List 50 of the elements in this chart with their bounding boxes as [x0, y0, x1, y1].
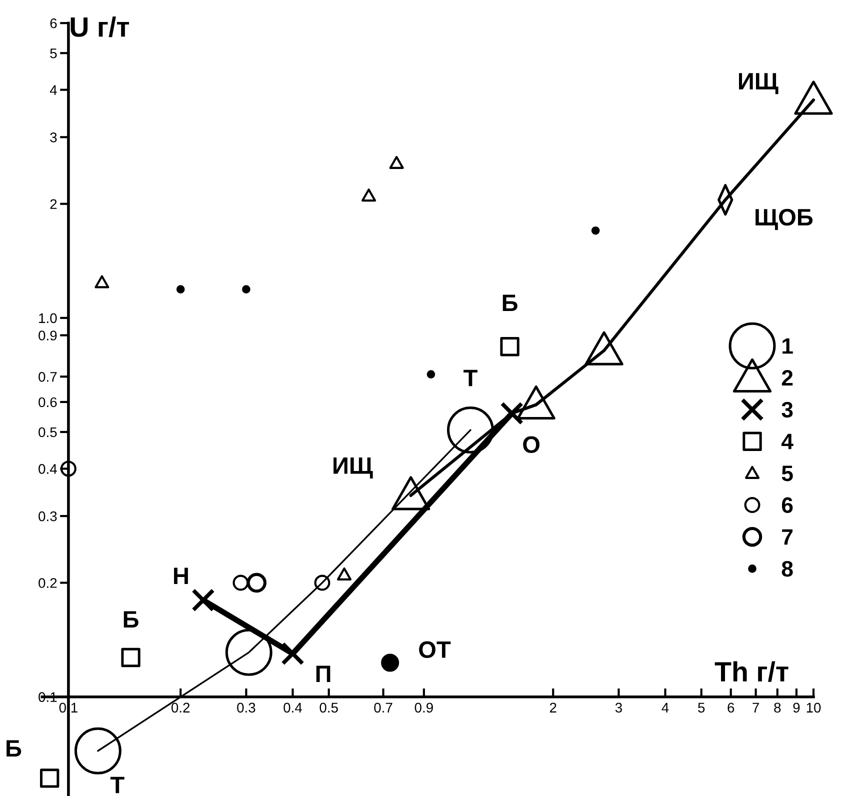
annotation: ЩОБ [756, 208, 813, 230]
legend-label: 4 [781, 434, 794, 450]
y-tick-label: 4 [50, 85, 57, 95]
x-tick-label: 6 [728, 702, 734, 713]
x-tick-label: 0.2 [171, 702, 190, 713]
x-tick-label: 0.4 [284, 702, 302, 713]
y-tick-label: 0.3 [38, 511, 57, 522]
annotation: ОТ [419, 641, 451, 658]
annotation: Б [124, 611, 138, 628]
annotation: ИЩ [738, 73, 778, 94]
y-axis-title: U г/т [70, 16, 130, 38]
legend-label: 5 [782, 466, 793, 482]
x-tick-label: 2 [550, 702, 556, 712]
x-tick-label: 10 [806, 702, 821, 713]
x-tick-label: 0.5 [320, 702, 338, 713]
annotation: Н [174, 568, 188, 584]
annotation: П [316, 666, 330, 682]
legend-label: 8 [782, 560, 793, 577]
x-axis-title: Th г/т [714, 661, 788, 682]
x-tick-label: 0.3 [237, 702, 256, 713]
y-tick-label: 1.0 [39, 313, 57, 324]
x-tick-label: 7 [752, 702, 759, 712]
x-tick-label: 8 [774, 702, 781, 713]
x-tick-label: 0.9 [414, 702, 433, 713]
y-tick-label: 0.7 [38, 372, 57, 382]
legend-label: 1 [782, 338, 793, 354]
x-tick-label: 0.7 [374, 702, 392, 713]
annotation: Б [502, 294, 518, 312]
annotation: Т [464, 370, 478, 386]
y-tick-label: 0.2 [38, 578, 57, 588]
legend-label: 2 [782, 370, 793, 386]
y-tick-label: 0.6 [38, 397, 57, 408]
y-tick-label: 0.5 [38, 427, 57, 438]
annotation: О [523, 436, 540, 454]
y-tick-label: 3 [50, 132, 57, 142]
y-tick-label: 0.9 [38, 330, 57, 340]
y-tick-label: 0.4 [38, 464, 57, 474]
y-tick-label: 2 [50, 199, 57, 209]
legend-label: 7 [782, 529, 793, 545]
x-tick-label: 3 [615, 702, 622, 713]
annotation: ИЩ [334, 458, 373, 478]
legend-label: 6 [782, 497, 793, 514]
x-tick-label: 4 [662, 702, 669, 712]
legend-label: 3 [782, 402, 793, 418]
y-tick-label: 6 [50, 18, 57, 28]
x-tick-label: 9 [793, 702, 800, 713]
annotation: Б [6, 740, 22, 756]
x-tick-label: 5 [698, 702, 705, 713]
annotation: Т [110, 776, 124, 794]
y-tick-label: 5 [50, 48, 57, 58]
